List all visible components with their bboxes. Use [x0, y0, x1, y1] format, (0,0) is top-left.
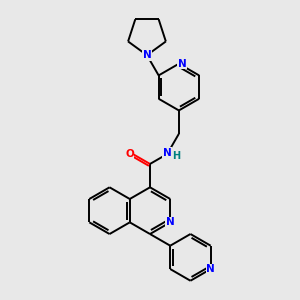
Text: N: N	[163, 148, 172, 158]
Text: O: O	[125, 149, 134, 159]
Text: N: N	[206, 264, 215, 274]
Text: H: H	[172, 151, 180, 161]
Text: N: N	[166, 217, 175, 227]
Text: N: N	[178, 59, 187, 69]
Text: N: N	[142, 50, 151, 60]
